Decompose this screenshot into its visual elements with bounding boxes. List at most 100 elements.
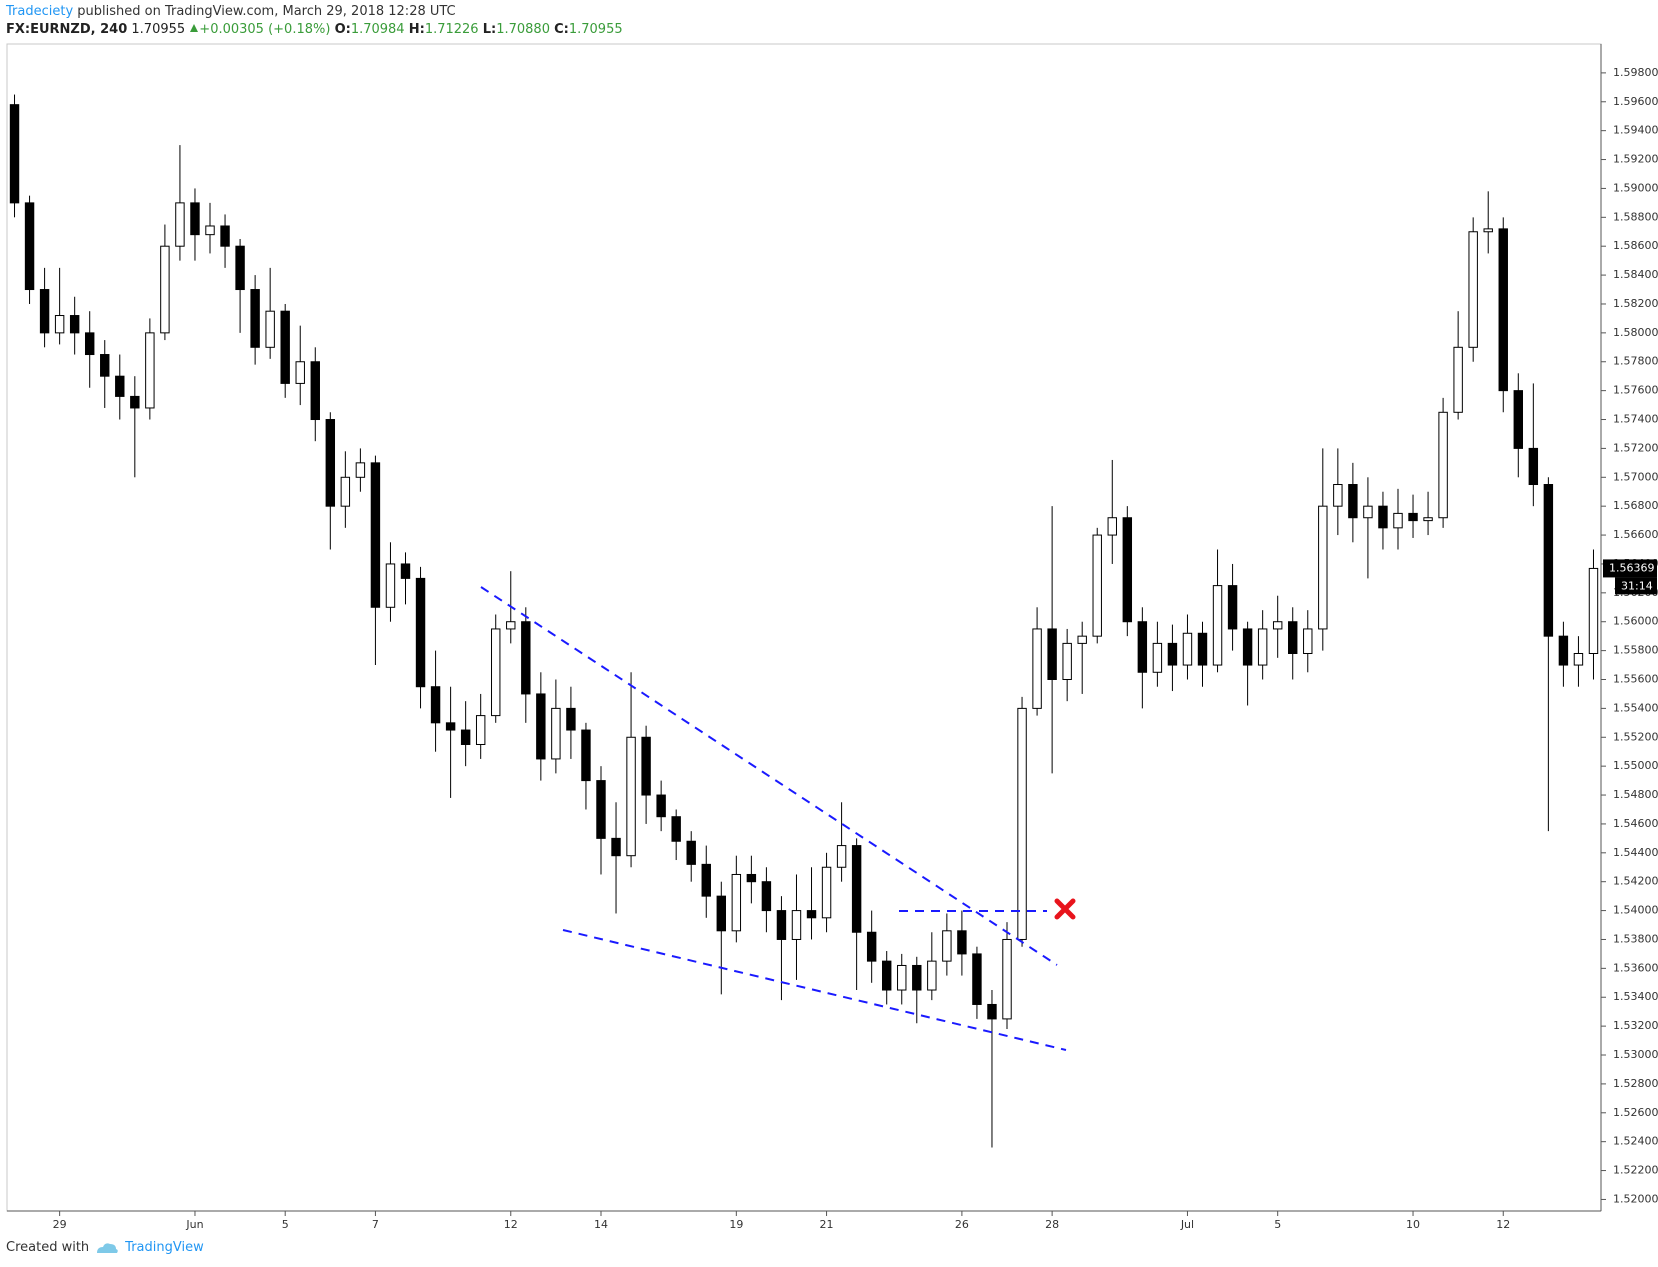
candle-body: [1092, 534, 1102, 637]
publish-line: Tradeciety published on TradingView.com,…: [6, 4, 456, 19]
candle-body: [851, 845, 862, 933]
y-tick-label: 1.57200: [1613, 441, 1658, 454]
c-label: C:: [554, 22, 569, 37]
candle-body: [566, 707, 576, 731]
candle-body: [776, 910, 787, 940]
candle-body: [1303, 628, 1313, 654]
candle-body: [130, 395, 140, 409]
y-tick-label: 1.59800: [1613, 66, 1658, 79]
low: 1.70880: [496, 22, 550, 37]
candle-body: [1107, 517, 1117, 536]
y-tick-label: 1.58000: [1613, 326, 1658, 339]
candle-body: [942, 930, 952, 962]
candle-body: [84, 332, 95, 356]
candle-body: [235, 245, 245, 291]
candle-body: [1543, 484, 1554, 637]
candle-body: [220, 225, 230, 247]
candle-body: [581, 729, 591, 782]
candle-body: [821, 866, 832, 919]
y-tick-label: 1.59600: [1613, 95, 1658, 108]
candle-body: [205, 225, 215, 236]
candle-body: [1588, 567, 1599, 654]
candle-body: [1483, 228, 1493, 233]
candle-body: [761, 881, 772, 912]
candle-body: [400, 563, 411, 579]
change: +0.00305 (+0.18%): [199, 22, 331, 37]
candle-body: [1137, 621, 1148, 673]
y-tick-label: 1.56800: [1613, 499, 1658, 512]
candle-body: [1318, 505, 1328, 630]
y-tick-label: 1.53600: [1613, 961, 1658, 974]
y-tick-label: 1.52600: [1613, 1106, 1658, 1119]
red-cross: [1054, 898, 1076, 920]
candle-body: [1423, 517, 1433, 522]
brand[interactable]: TradingView: [125, 1240, 204, 1255]
candle-body: [1227, 585, 1238, 630]
y-tick-label: 1.53800: [1613, 932, 1658, 945]
lower-trendline: [562, 929, 1067, 1051]
candle-body: [596, 780, 606, 839]
candle-body: [1167, 642, 1178, 666]
y-tick-label: 1.52800: [1613, 1077, 1658, 1090]
y-tick-label: 1.59400: [1613, 124, 1658, 137]
candle-body: [1017, 707, 1027, 940]
upper-trendline: [480, 586, 1058, 966]
y-tick-label: 1.53200: [1613, 1019, 1658, 1032]
y-tick-label: 1.59000: [1613, 181, 1658, 194]
candle-body: [791, 910, 802, 940]
candle-body: [1453, 346, 1463, 413]
candle-body: [370, 462, 381, 608]
candle-body: [731, 873, 742, 932]
candle-body: [957, 930, 967, 955]
candle-body: [1468, 231, 1478, 348]
y-tick-label: 1.55000: [1613, 759, 1658, 772]
candle-body: [325, 419, 336, 507]
h-label: H:: [408, 22, 425, 37]
candle-body: [1378, 505, 1388, 529]
up-arrow: [190, 24, 199, 32]
candle-body: [536, 693, 546, 760]
candle-body: [626, 736, 636, 857]
y-tick-label: 1.56000: [1613, 615, 1658, 628]
x-tick-label: 5: [282, 1218, 289, 1231]
candle-body: [1393, 512, 1403, 529]
candle-body: [1272, 621, 1283, 630]
y-tick-label: 1.56600: [1613, 528, 1658, 541]
candle-body: [1212, 585, 1223, 666]
candle-body: [1257, 628, 1268, 666]
candle-body: [250, 289, 260, 348]
candle-body: [1528, 447, 1539, 486]
candle-body: [1513, 390, 1524, 449]
candle-body: [160, 245, 170, 334]
candle-body: [475, 715, 486, 745]
drawings: [480, 586, 1067, 1051]
candle-body: [1152, 642, 1163, 673]
y-tick-label: 1.52400: [1613, 1135, 1658, 1148]
candle-body: [881, 960, 892, 991]
candle-body: [340, 476, 351, 507]
x-tick-label: 19: [729, 1218, 743, 1231]
candle-body: [836, 845, 847, 868]
candle-body: [175, 202, 185, 247]
candle-body: [1182, 632, 1193, 666]
y-tick-label: 1.57800: [1613, 355, 1658, 368]
candle-body: [716, 895, 727, 932]
price-tag: [1603, 559, 1657, 578]
candle-body: [912, 964, 922, 991]
x-tick-label: 29: [53, 1218, 67, 1231]
y-tick-label: 1.58200: [1613, 297, 1658, 310]
author[interactable]: Tradeciety: [6, 4, 74, 19]
created-with: Created with: [6, 1240, 90, 1255]
symbol: FX:EURNZD, 240: [6, 22, 128, 37]
candle-body: [866, 931, 877, 962]
y-tick-label: 1.54200: [1613, 875, 1658, 888]
candle-body: [656, 794, 666, 818]
candle-body: [686, 840, 696, 865]
x-tick-label: 5: [1274, 1218, 1281, 1231]
y-tick-label: 1.54000: [1613, 904, 1658, 917]
x-tick-label: 26: [955, 1218, 969, 1231]
y-tick-label: 1.54800: [1613, 788, 1658, 801]
candle-body: [295, 361, 305, 384]
y-tick-label: 1.58400: [1613, 268, 1658, 281]
